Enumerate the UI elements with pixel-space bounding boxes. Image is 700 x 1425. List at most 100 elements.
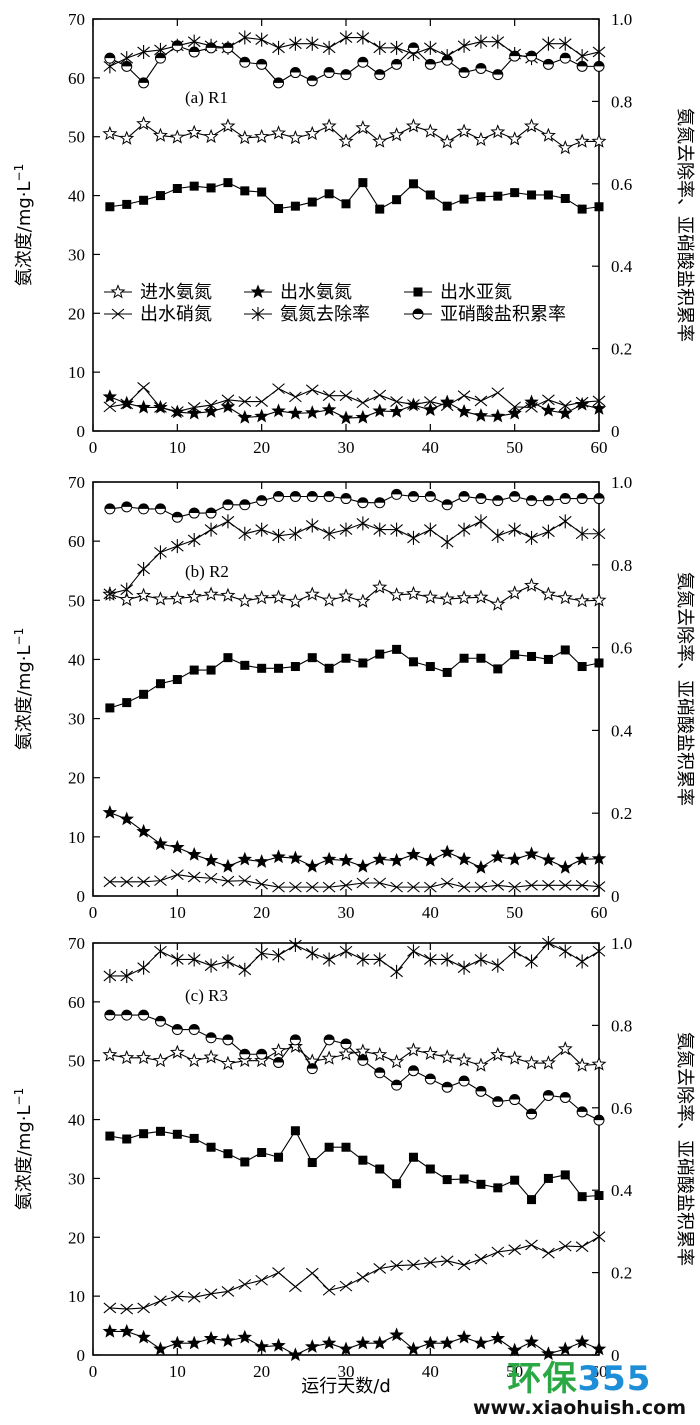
data-point bbox=[154, 503, 166, 515]
data-point bbox=[307, 197, 317, 207]
data-point bbox=[256, 1048, 268, 1060]
legend-label: 出水氨氮 bbox=[280, 282, 352, 303]
data-point bbox=[287, 130, 303, 145]
data-point bbox=[440, 400, 454, 412]
data-point bbox=[474, 952, 488, 967]
legend-marker bbox=[111, 308, 125, 320]
data-point bbox=[139, 689, 149, 699]
data-point bbox=[391, 488, 403, 500]
legend-item-ammonia-removal-rate: 氨氮去除率 bbox=[244, 304, 370, 325]
data-point bbox=[474, 395, 488, 407]
data-point bbox=[408, 657, 418, 667]
data-point bbox=[507, 1342, 522, 1357]
data-point bbox=[542, 394, 555, 406]
data-point bbox=[255, 946, 269, 961]
x-tick-label: 30 bbox=[338, 438, 355, 457]
data-point bbox=[527, 190, 537, 200]
data-point bbox=[305, 1339, 320, 1353]
data-point bbox=[375, 649, 385, 659]
y-right-axis-title: 氨氮去除率、亚硝酸盐积累率 bbox=[674, 1032, 695, 1266]
data-point bbox=[119, 130, 135, 145]
data-point bbox=[389, 852, 404, 867]
data-point bbox=[407, 1065, 419, 1077]
series-nitrite-accumulation-rate bbox=[104, 1009, 605, 1126]
data-point bbox=[137, 561, 150, 576]
data-point bbox=[392, 1179, 402, 1189]
data-point bbox=[121, 60, 133, 72]
y-left-tick-label: 70 bbox=[68, 934, 85, 953]
data-point bbox=[136, 115, 152, 131]
data-point bbox=[574, 851, 590, 866]
y-right-tick-label: 0 bbox=[611, 422, 620, 441]
data-point bbox=[559, 1092, 571, 1103]
data-point bbox=[188, 46, 200, 58]
series-line bbox=[109, 584, 600, 606]
data-point bbox=[524, 1334, 539, 1349]
data-point bbox=[491, 1246, 505, 1258]
data-point bbox=[575, 396, 589, 408]
data-point bbox=[557, 1041, 573, 1056]
data-point bbox=[223, 653, 233, 663]
y-left-tick-label: 60 bbox=[68, 532, 85, 551]
series-line bbox=[109, 1014, 600, 1121]
data-point bbox=[458, 67, 470, 79]
data-point bbox=[339, 944, 353, 959]
data-point bbox=[221, 954, 235, 969]
x-tick-label: 50 bbox=[506, 1362, 523, 1381]
data-point bbox=[322, 390, 336, 402]
data-point bbox=[237, 1329, 253, 1344]
y-right-tick-label: 1.0 bbox=[611, 10, 632, 29]
data-point bbox=[187, 34, 201, 49]
data-point bbox=[576, 60, 588, 72]
data-point bbox=[408, 179, 418, 189]
data-point bbox=[456, 123, 472, 138]
watermark-logo-right: 355 bbox=[577, 1359, 652, 1399]
data-point bbox=[407, 944, 420, 959]
data-point bbox=[186, 588, 202, 604]
data-point bbox=[122, 199, 132, 209]
data-point bbox=[221, 1286, 235, 1297]
data-point bbox=[476, 653, 486, 663]
data-point bbox=[102, 1323, 118, 1338]
data-point bbox=[356, 397, 370, 409]
data-point bbox=[390, 881, 403, 893]
y-right-axis-title: 氨氮去除率、亚硝酸盐积累率 bbox=[674, 108, 695, 342]
data-point bbox=[205, 42, 217, 54]
data-point bbox=[289, 1281, 302, 1293]
data-point bbox=[424, 58, 436, 70]
data-point bbox=[238, 30, 252, 45]
data-point bbox=[355, 593, 371, 608]
data-point bbox=[338, 410, 354, 425]
data-point bbox=[508, 944, 522, 959]
data-point bbox=[103, 876, 117, 888]
data-point bbox=[222, 1034, 234, 1046]
data-point bbox=[357, 497, 369, 509]
data-point bbox=[492, 1096, 504, 1108]
data-point bbox=[422, 589, 438, 604]
data-point bbox=[136, 587, 152, 602]
data-point bbox=[456, 590, 472, 605]
data-point bbox=[356, 516, 370, 531]
x-tick-label: 40 bbox=[422, 903, 439, 922]
data-point bbox=[592, 526, 606, 541]
data-point bbox=[203, 852, 219, 867]
data-point bbox=[594, 202, 604, 212]
data-point bbox=[575, 526, 589, 541]
data-point bbox=[475, 1085, 487, 1097]
y-right-tick-label: 0.8 bbox=[611, 92, 632, 111]
data-point bbox=[390, 396, 403, 407]
data-point bbox=[375, 1164, 385, 1174]
data-point bbox=[152, 591, 168, 606]
data-point bbox=[288, 405, 303, 420]
data-point bbox=[254, 1339, 269, 1353]
data-point bbox=[305, 36, 319, 51]
data-point bbox=[524, 394, 539, 409]
data-point bbox=[374, 1067, 386, 1079]
data-point bbox=[221, 875, 235, 887]
data-point bbox=[524, 577, 540, 592]
data-point bbox=[119, 591, 135, 607]
data-point bbox=[560, 1170, 570, 1180]
data-point bbox=[525, 954, 538, 969]
series-line bbox=[109, 648, 600, 709]
